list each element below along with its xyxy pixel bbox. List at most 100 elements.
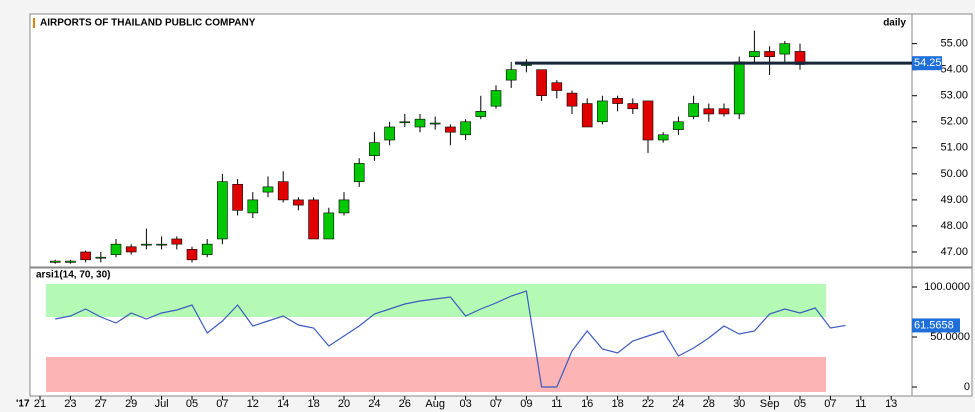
candle-body: [156, 243, 167, 246]
candle-body: [232, 183, 243, 211]
candle-body: [217, 181, 228, 240]
candle-body: [733, 61, 745, 115]
candle-body: [323, 212, 335, 240]
candle-body: [201, 243, 213, 255]
x-tick-label: 20: [338, 398, 350, 410]
indicator-title: arsi1(14, 70, 30): [36, 270, 111, 281]
y-tick-label: 47.00: [940, 246, 968, 258]
value-label: 61.5658: [914, 319, 954, 331]
candle-body: [110, 243, 122, 255]
upper-band: [46, 284, 826, 317]
x-tick-label: 29: [125, 398, 137, 410]
candle-body: [779, 43, 791, 55]
candle-body: [460, 121, 471, 136]
candle-body: [764, 51, 775, 57]
candle-body: [293, 199, 304, 206]
candle-body: [308, 199, 319, 240]
y-tick-label: 50.0000: [930, 331, 970, 343]
x-tick-label: 30: [733, 398, 745, 410]
candle-body: [718, 108, 730, 115]
y-tick-label: 49.00: [940, 194, 968, 206]
candle-body: [551, 82, 563, 91]
candle-body: [490, 90, 502, 107]
x-tick-label: 18: [307, 398, 319, 410]
candle-body: [566, 92, 578, 107]
candle-body: [49, 260, 61, 263]
x-tick-label: 13: [885, 398, 897, 410]
x-tick-label: 07: [216, 398, 228, 410]
rsi-line: [55, 290, 846, 388]
y-tick-label: 100.0000: [924, 281, 970, 293]
candle-body: [125, 246, 137, 253]
y-tick-label: 55.00: [940, 38, 968, 50]
chart-title: AIRPORTS OF THAILAND PUBLIC COMPANY: [40, 18, 256, 29]
price-label-box: [912, 56, 942, 71]
candle-body: [186, 249, 198, 261]
x-tick-label: 07: [824, 398, 836, 410]
x-tick-label: 14: [277, 398, 289, 410]
x-tick-label: 18: [611, 398, 623, 410]
chart-subtitle: daily: [883, 18, 906, 29]
x-tick-label: 26: [399, 398, 411, 410]
value-label-box: [912, 318, 960, 333]
candle-body: [505, 69, 517, 81]
candle-body: [277, 181, 289, 201]
x-tick-label: 27: [95, 398, 107, 410]
x-tick-label: 11: [551, 398, 562, 410]
candle-body: [171, 238, 183, 245]
lower-band: [46, 357, 826, 392]
candle-body: [749, 51, 760, 57]
candle-body: [399, 121, 411, 124]
y-tick-label: 50.00: [940, 168, 968, 180]
candle-body: [445, 126, 456, 133]
candle-body: [429, 122, 441, 125]
candle-body: [688, 103, 699, 117]
candle-body: [65, 260, 76, 263]
candle-body: [673, 121, 684, 130]
candle-body: [597, 100, 608, 123]
x-tick-label: 23: [64, 398, 76, 410]
y-tick-label: 48.00: [940, 220, 968, 232]
x-tick-label: 12: [247, 398, 259, 410]
x-tick-label: 16: [581, 398, 593, 410]
x-tick-label: 24: [672, 398, 684, 410]
y-tick-label: 52.00: [940, 116, 968, 128]
x-tick-label: Jul: [155, 398, 169, 410]
candle-body: [536, 69, 547, 97]
y-tick-label: 54.00: [940, 64, 968, 76]
year-label: '17: [16, 399, 30, 410]
x-tick-label: 22: [642, 398, 654, 410]
candle-body: [384, 126, 395, 141]
candle-body: [703, 108, 715, 115]
candle-body: [642, 100, 654, 141]
x-tick-label: 21: [34, 398, 46, 410]
x-tick-label: 03: [459, 398, 471, 410]
price-label: 54.25: [914, 57, 942, 69]
y-tick-label: 53.00: [940, 90, 968, 102]
candle-body: [338, 199, 350, 214]
candle-body: [369, 142, 380, 156]
candle-body: [262, 186, 274, 193]
y-tick-label: 0: [964, 381, 970, 393]
x-tick-label: Aug: [425, 398, 445, 410]
candle-body: [657, 134, 669, 141]
x-tick-label: 11: [855, 398, 866, 410]
price-axis: [911, 13, 973, 268]
x-tick-label: 07: [490, 398, 502, 410]
candle-body: [475, 111, 487, 117]
candle-body: [95, 256, 107, 259]
y-tick-label: 51.00: [940, 142, 968, 154]
candle-body: [80, 251, 91, 261]
x-tick-label: Sep: [760, 398, 780, 410]
candle-body: [353, 163, 365, 182]
candle-body: [247, 199, 259, 214]
x-tick-label: 05: [186, 398, 198, 410]
x-tick-label: 28: [703, 398, 715, 410]
x-tick-label: 09: [520, 398, 532, 410]
x-tick-label: 05: [794, 398, 806, 410]
candle-body: [581, 103, 593, 128]
x-tick-label: 24: [368, 398, 380, 410]
candle-body: [612, 98, 623, 104]
candle-body: [414, 118, 426, 128]
